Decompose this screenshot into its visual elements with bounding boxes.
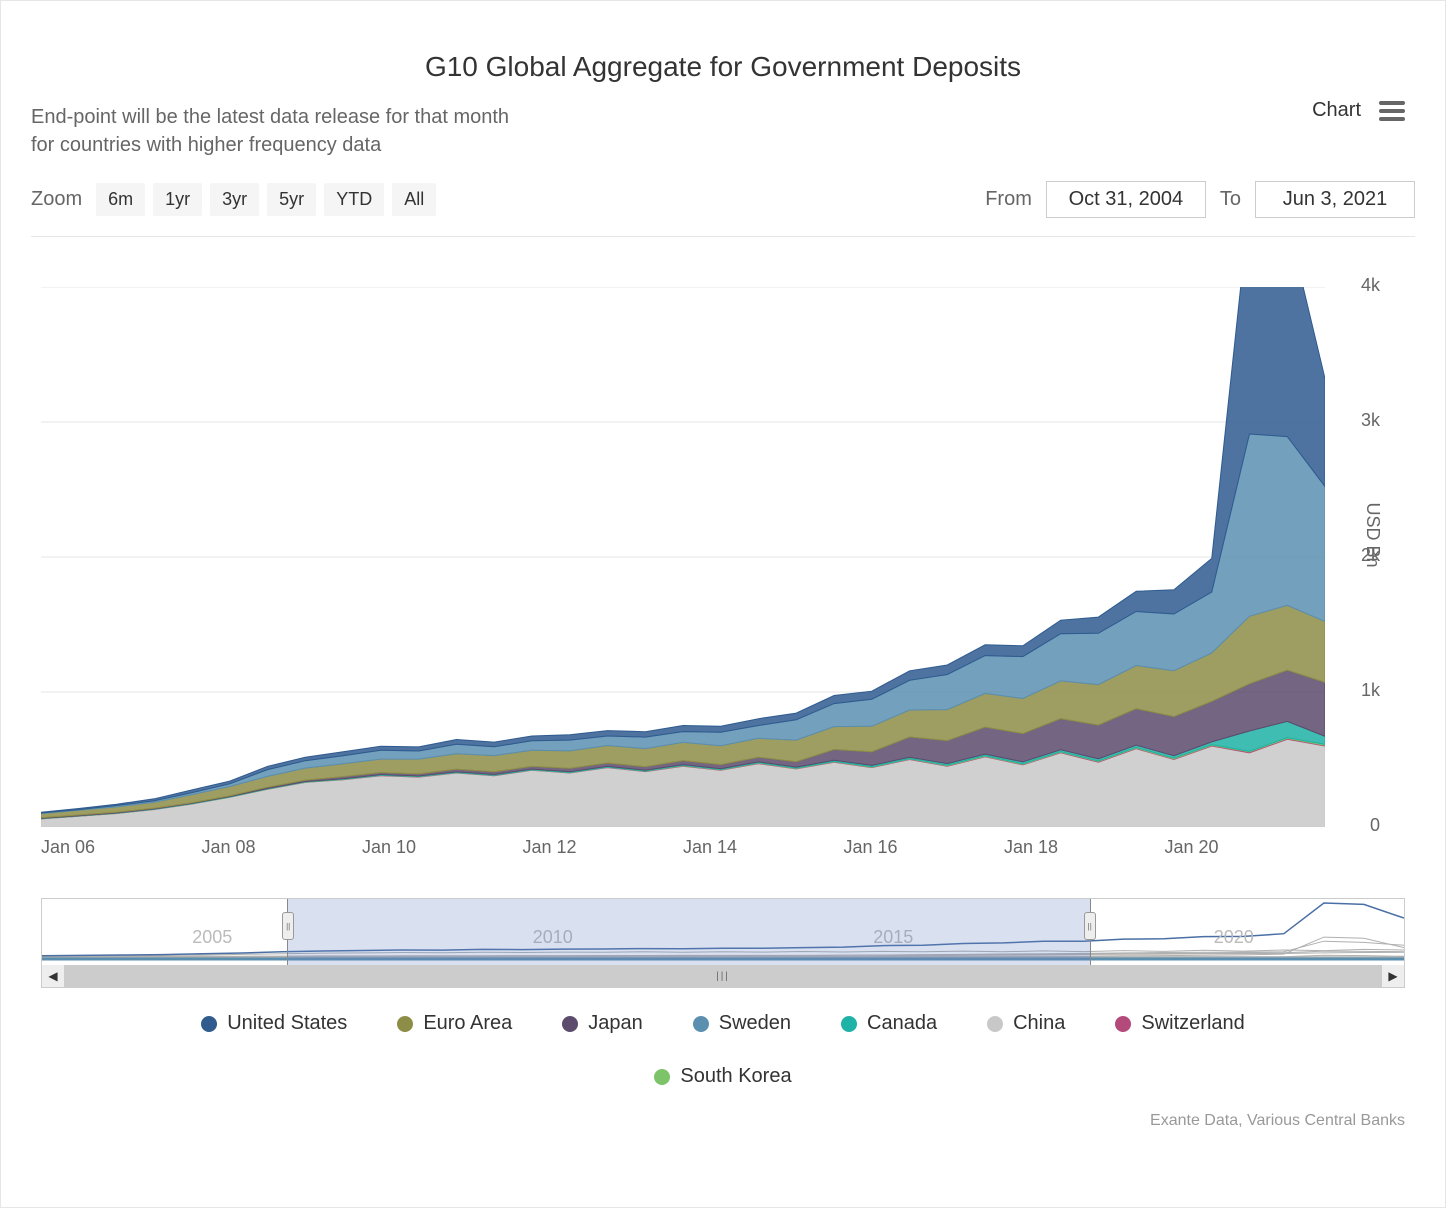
chart-title: G10 Global Aggregate for Government Depo…: [31, 51, 1415, 83]
zoom-3yr-button[interactable]: 3yr: [210, 183, 259, 216]
view-mode-label[interactable]: Chart: [1312, 99, 1361, 122]
y-tick-label: 1k: [1361, 680, 1380, 701]
navigator-handle-right[interactable]: ||: [1084, 912, 1096, 940]
x-tick-label: Jan 16: [844, 837, 1005, 858]
legend-label: Japan: [588, 1012, 643, 1035]
legend-label: Euro Area: [423, 1012, 512, 1035]
subtitle-line2: for countries with higher frequency data: [31, 134, 381, 156]
x-tick-label: Jan 18: [1004, 837, 1165, 858]
credit-text: Exante Data, Various Central Banks: [31, 1098, 1415, 1130]
y-tick-label: 0: [1370, 815, 1380, 836]
legend-swatch-icon: [562, 1016, 578, 1032]
zoom-6m-button[interactable]: 6m: [96, 183, 145, 216]
navigator-handle-left[interactable]: ||: [282, 912, 294, 940]
zoom-group: Zoom 6m 1yr 3yr 5yr YTD All: [31, 183, 436, 216]
to-label: To: [1220, 188, 1241, 211]
subtitle-line1: End-point will be the latest data releas…: [31, 106, 509, 128]
navigator-year-label: 2020: [1064, 927, 1405, 948]
legend-item[interactable]: Canada: [841, 1012, 937, 1035]
legend-swatch-icon: [1115, 1016, 1131, 1032]
legend-item[interactable]: Euro Area: [397, 1012, 512, 1035]
zoom-5yr-button[interactable]: 5yr: [267, 183, 316, 216]
legend-label: Canada: [867, 1012, 937, 1035]
legend: United States Euro Area Japan Sweden Canada C…: [31, 988, 1415, 1098]
from-label: From: [985, 188, 1032, 211]
x-tick-label: Jan 12: [523, 837, 684, 858]
top-right-controls: Chart: [1312, 99, 1405, 122]
legend-label: Switzerland: [1141, 1012, 1244, 1035]
legend-swatch-icon: [987, 1016, 1003, 1032]
legend-label: China: [1013, 1012, 1065, 1035]
navigator-scrollbar[interactable]: ◀ ||| ▶: [42, 965, 1404, 987]
from-date-input[interactable]: [1046, 181, 1206, 218]
legend-item[interactable]: South Korea: [654, 1065, 791, 1088]
zoom-label: Zoom: [31, 188, 82, 211]
legend-item[interactable]: Switzerland: [1115, 1012, 1244, 1035]
zoom-1yr-button[interactable]: 1yr: [153, 183, 202, 216]
legend-swatch-icon: [201, 1016, 217, 1032]
x-tick-label: Jan 06: [41, 837, 202, 858]
menu-icon[interactable]: [1379, 101, 1405, 121]
y-tick-label: 3k: [1361, 410, 1380, 431]
legend-item[interactable]: Sweden: [693, 1012, 791, 1035]
scroll-left-arrow-icon[interactable]: ◀: [42, 965, 64, 987]
main-chart-svg[interactable]: [41, 287, 1325, 827]
legend-swatch-icon: [397, 1016, 413, 1032]
legend-swatch-icon: [693, 1016, 709, 1032]
range-navigator[interactable]: 2005201020152020 || || ◀ ||| ▶: [41, 898, 1405, 988]
legend-item[interactable]: Japan: [562, 1012, 643, 1035]
scroll-grip-icon[interactable]: |||: [716, 971, 730, 982]
x-tick-label: Jan 20: [1165, 837, 1326, 858]
legend-label: South Korea: [680, 1065, 791, 1088]
date-range-group: From To: [985, 181, 1415, 218]
to-date-input[interactable]: [1255, 181, 1415, 218]
scroll-right-arrow-icon[interactable]: ▶: [1382, 965, 1404, 987]
controls-row: Zoom 6m 1yr 3yr 5yr YTD All From To: [31, 181, 1415, 237]
legend-swatch-icon: [841, 1016, 857, 1032]
chart-container: G10 Global Aggregate for Government Depo…: [0, 0, 1446, 1208]
legend-label: United States: [227, 1012, 347, 1035]
y-tick-label: 4k: [1361, 275, 1380, 296]
legend-label: Sweden: [719, 1012, 791, 1035]
zoom-ytd-button[interactable]: YTD: [324, 183, 384, 216]
navigator-selection[interactable]: || ||: [287, 899, 1091, 965]
x-tick-label: Jan 08: [202, 837, 363, 858]
x-tick-label: Jan 14: [683, 837, 844, 858]
x-axis-ticks: Jan 06Jan 08Jan 10Jan 12Jan 14Jan 16Jan …: [31, 827, 1325, 858]
x-tick-label: Jan 10: [362, 837, 523, 858]
legend-swatch-icon: [654, 1069, 670, 1085]
legend-item[interactable]: China: [987, 1012, 1065, 1035]
chart-subtitle: End-point will be the latest data releas…: [31, 103, 1415, 159]
legend-item[interactable]: United States: [201, 1012, 347, 1035]
plot-area[interactable]: 01k2k3k4k USD Bn: [41, 287, 1325, 827]
zoom-all-button[interactable]: All: [392, 183, 436, 216]
y-axis-title: USD Bn: [1362, 502, 1383, 567]
